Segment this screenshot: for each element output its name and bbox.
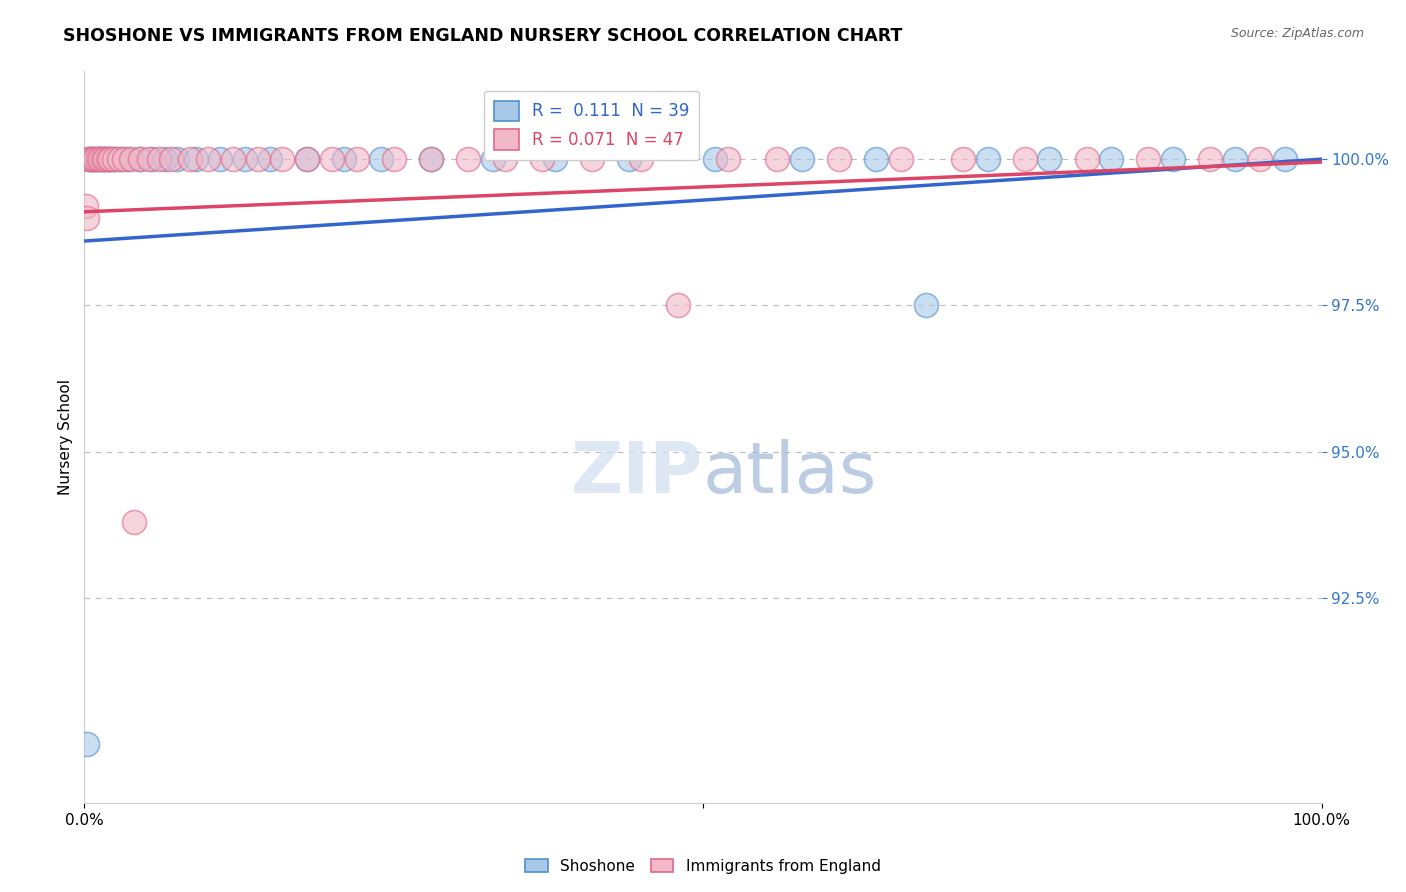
Point [129,152,152,166]
Point [865,152,887,166]
Point [1274,152,1296,166]
Point [295,152,318,166]
Point [457,152,479,166]
Point [117,152,139,166]
Legend: R =  0.111  N = 39, R = 0.071  N = 47: R = 0.111 N = 39, R = 0.071 N = 47 [484,91,700,160]
Point [76,211,98,225]
Point [138,152,160,166]
Point [666,298,689,312]
Point [222,152,245,166]
Point [197,152,219,166]
Point [790,152,813,166]
Point [543,152,565,166]
Point [84,152,107,166]
Point [160,152,183,166]
Point [129,152,152,166]
Point [98,152,121,166]
Point [153,152,176,166]
Point [295,152,318,166]
Text: Source: ZipAtlas.com: Source: ZipAtlas.com [1230,27,1364,40]
Point [531,152,554,166]
Point [108,152,131,166]
Point [120,152,142,166]
Point [96,152,118,166]
Point [76,737,98,751]
Point [1249,152,1271,166]
Point [370,152,392,166]
Point [77,152,100,166]
Point [166,152,188,166]
Point [79,152,101,166]
Point [98,152,121,166]
Point [86,152,108,166]
Point [890,152,912,166]
Point [382,152,405,166]
Point [122,515,145,529]
Point [82,152,104,166]
Point [110,152,132,166]
Point [630,152,652,166]
Point [346,152,368,166]
Point [481,152,503,166]
Point [94,152,117,166]
Point [141,152,163,166]
Point [419,152,441,166]
Point [233,152,256,166]
Point [704,152,727,166]
Point [184,152,207,166]
Point [89,152,111,166]
Point [952,152,974,166]
Point [1099,152,1122,166]
Point [112,152,135,166]
Point [1199,152,1222,166]
Point [717,152,740,166]
Point [321,152,343,166]
Point [93,152,115,166]
Point [80,152,103,166]
Point [617,152,640,166]
Point [1076,152,1098,166]
Point [103,152,125,166]
Point [104,152,127,166]
Point [1137,152,1160,166]
Point [75,199,97,213]
Text: atlas: atlas [703,439,877,508]
Point [209,152,232,166]
Point [246,152,269,166]
Point [828,152,851,166]
Text: SHOSHONE VS IMMIGRANTS FROM ENGLAND NURSERY SCHOOL CORRELATION CHART: SHOSHONE VS IMMIGRANTS FROM ENGLAND NURS… [63,27,903,45]
Point [89,152,111,166]
Legend: Shoshone, Immigrants from England: Shoshone, Immigrants from England [519,853,887,880]
Point [271,152,294,166]
Y-axis label: Nursery School: Nursery School [58,379,73,495]
Point [1161,152,1184,166]
Point [1223,152,1246,166]
Point [1014,152,1036,166]
Point [1038,152,1060,166]
Point [97,152,120,166]
Point [419,152,441,166]
Point [179,152,201,166]
Point [83,152,105,166]
Point [494,152,516,166]
Point [148,152,170,166]
Point [581,152,603,166]
Text: ZIP: ZIP [571,439,703,508]
Point [100,152,122,166]
Point [766,152,789,166]
Point [976,152,998,166]
Point [91,152,114,166]
Point [914,298,936,312]
Point [333,152,356,166]
Point [90,152,112,166]
Point [79,152,101,166]
Point [259,152,281,166]
Point [87,152,110,166]
